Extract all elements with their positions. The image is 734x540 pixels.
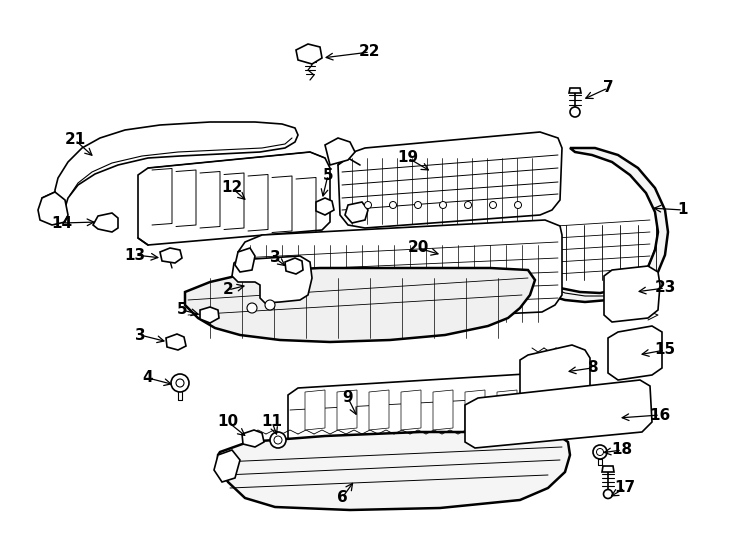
Circle shape	[597, 449, 603, 456]
Polygon shape	[38, 192, 68, 225]
Text: 1: 1	[677, 202, 688, 218]
Text: 2: 2	[222, 282, 233, 298]
Text: 16: 16	[650, 408, 671, 422]
Circle shape	[247, 303, 257, 313]
Polygon shape	[325, 138, 355, 165]
Circle shape	[171, 374, 189, 392]
Text: 19: 19	[397, 151, 418, 165]
Polygon shape	[214, 450, 240, 482]
Text: 18: 18	[611, 442, 633, 457]
Circle shape	[265, 300, 275, 310]
Text: 17: 17	[614, 481, 636, 496]
Polygon shape	[525, 148, 668, 302]
Polygon shape	[608, 326, 662, 380]
Polygon shape	[316, 198, 334, 215]
Polygon shape	[288, 372, 568, 445]
Text: 20: 20	[407, 240, 429, 255]
Circle shape	[490, 201, 496, 208]
Circle shape	[440, 201, 446, 208]
Polygon shape	[604, 266, 660, 322]
Polygon shape	[166, 334, 186, 350]
Polygon shape	[235, 248, 255, 272]
Polygon shape	[465, 380, 652, 448]
Circle shape	[603, 489, 612, 498]
Text: 15: 15	[655, 342, 675, 357]
Text: 5: 5	[177, 302, 187, 318]
Polygon shape	[138, 152, 330, 245]
Text: 14: 14	[51, 215, 73, 231]
Text: 21: 21	[65, 132, 86, 147]
Polygon shape	[242, 430, 264, 447]
Polygon shape	[218, 432, 570, 510]
Polygon shape	[520, 345, 590, 418]
Text: 11: 11	[261, 415, 283, 429]
Circle shape	[570, 107, 580, 117]
Circle shape	[515, 201, 521, 208]
Circle shape	[390, 201, 396, 208]
Polygon shape	[401, 390, 421, 430]
Polygon shape	[338, 132, 562, 228]
Circle shape	[270, 432, 286, 448]
Polygon shape	[296, 44, 322, 64]
Text: 5: 5	[323, 167, 333, 183]
Text: 6: 6	[337, 490, 347, 505]
Polygon shape	[433, 390, 453, 430]
Polygon shape	[465, 390, 485, 430]
Text: 4: 4	[142, 370, 153, 386]
Text: 23: 23	[654, 280, 676, 295]
Text: 22: 22	[359, 44, 381, 59]
Circle shape	[415, 201, 421, 208]
Text: 9: 9	[343, 390, 353, 406]
Polygon shape	[185, 268, 535, 342]
Polygon shape	[232, 256, 312, 303]
Polygon shape	[305, 390, 325, 430]
Text: 7: 7	[603, 80, 614, 96]
Circle shape	[465, 201, 471, 208]
Polygon shape	[337, 390, 357, 430]
Polygon shape	[93, 213, 118, 232]
Polygon shape	[369, 390, 389, 430]
Text: 10: 10	[217, 415, 239, 429]
Text: 8: 8	[586, 361, 597, 375]
Polygon shape	[55, 122, 298, 208]
Polygon shape	[200, 307, 219, 323]
Polygon shape	[569, 88, 581, 93]
Polygon shape	[285, 258, 303, 274]
Circle shape	[593, 445, 607, 459]
Polygon shape	[160, 248, 182, 263]
Text: 3: 3	[269, 251, 280, 266]
Text: 3: 3	[134, 327, 145, 342]
Circle shape	[176, 379, 184, 387]
Polygon shape	[238, 220, 562, 325]
Text: 12: 12	[222, 180, 243, 195]
Polygon shape	[497, 390, 517, 430]
Circle shape	[365, 201, 371, 208]
Polygon shape	[602, 466, 614, 472]
Polygon shape	[345, 202, 368, 223]
Text: 13: 13	[125, 247, 145, 262]
Circle shape	[274, 436, 282, 444]
